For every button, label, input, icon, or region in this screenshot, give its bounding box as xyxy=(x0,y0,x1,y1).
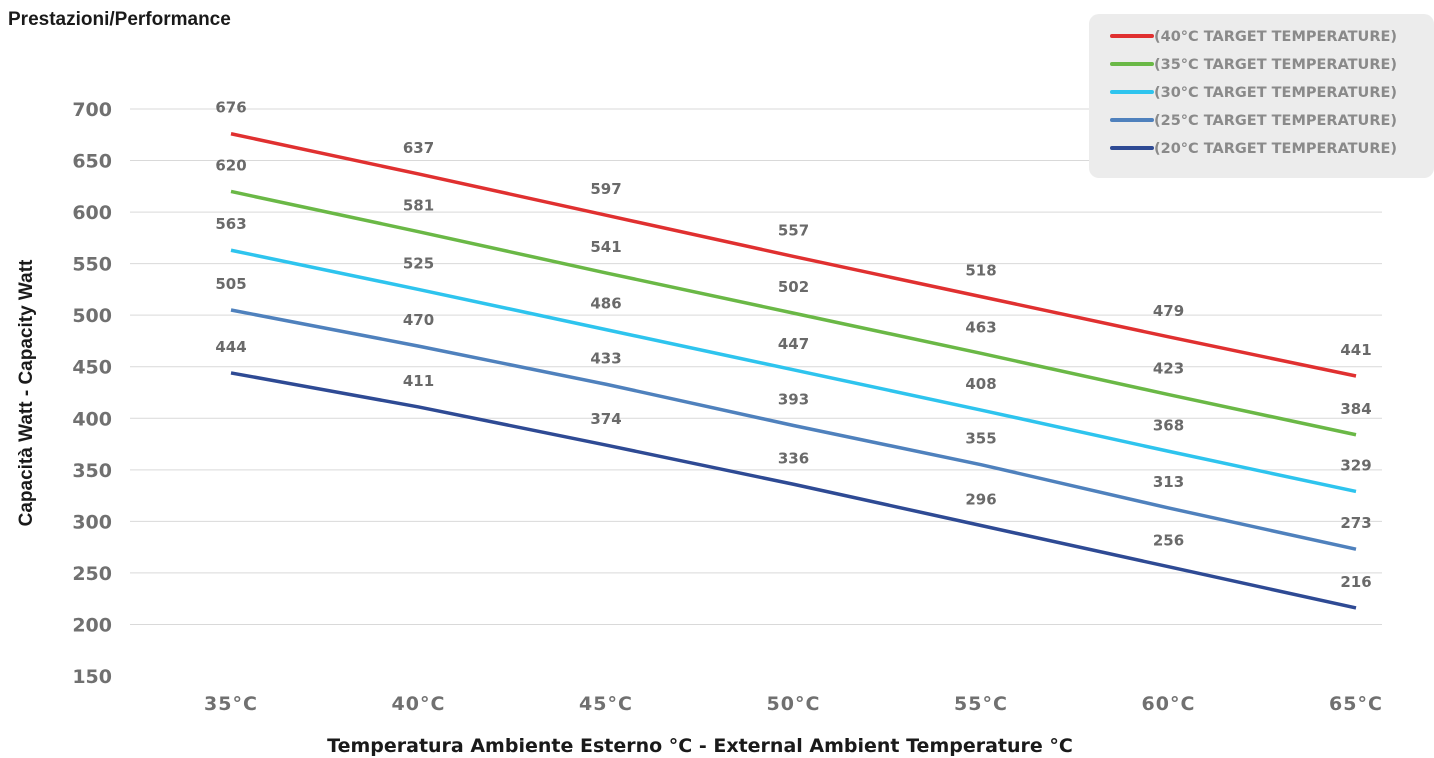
y-tick-label: 150 xyxy=(72,666,112,688)
data-label: 447 xyxy=(778,335,809,353)
y-axis-ticks: 150 200 250 300 350 400 450 500 550 600 650 700 xyxy=(72,99,112,688)
data-label: 368 xyxy=(1153,416,1184,434)
x-tick-label: 65°C xyxy=(1329,693,1383,715)
data-label: 256 xyxy=(1153,532,1184,550)
y-tick-label: 200 xyxy=(72,614,112,636)
data-label: 502 xyxy=(778,278,809,296)
data-label: 620 xyxy=(215,156,246,174)
data-label: 423 xyxy=(1153,360,1184,378)
y-axis-label: Capacità Watt - Capacity Watt xyxy=(16,259,37,526)
y-tick-label: 350 xyxy=(72,460,112,482)
y-tick-label: 650 xyxy=(72,151,112,173)
grid-lines xyxy=(130,108,1382,625)
data-label: 541 xyxy=(590,238,621,256)
data-label: 486 xyxy=(590,295,621,313)
x-tick-label: 45°C xyxy=(579,693,633,715)
data-label: 637 xyxy=(403,139,434,157)
y-tick-label: 550 xyxy=(72,254,112,276)
data-label: 581 xyxy=(403,197,434,215)
data-label: 216 xyxy=(1340,573,1371,591)
x-tick-label: 60°C xyxy=(1142,693,1196,715)
data-label: 470 xyxy=(403,311,434,329)
y-tick-label: 300 xyxy=(72,511,112,533)
data-label: 408 xyxy=(965,375,996,393)
y-tick-label: 600 xyxy=(72,202,112,224)
chart-title: Prestazioni/Performance xyxy=(8,9,231,30)
x-tick-label: 50°C xyxy=(767,693,821,715)
data-labels: 676 637 597 557 518 479 441 620 581 541 502 463 423 3… xyxy=(215,99,1371,591)
data-label: 676 xyxy=(215,99,246,117)
legend-box xyxy=(1089,14,1434,178)
data-label: 336 xyxy=(778,449,809,467)
y-tick-label: 250 xyxy=(72,563,112,585)
data-label: 411 xyxy=(403,372,434,390)
legend-entry: (40°C TARGET TEMPERATURE) xyxy=(1154,29,1397,45)
data-label: 393 xyxy=(778,390,809,408)
data-label: 329 xyxy=(1340,456,1371,474)
y-tick-label: 500 xyxy=(72,305,112,327)
data-label: 433 xyxy=(590,349,621,367)
y-tick-label: 400 xyxy=(72,408,112,430)
legend: (40°C TARGET TEMPERATURE) (35°C TARGET TE… xyxy=(1089,14,1434,178)
legend-entry: (25°C TARGET TEMPERATURE) xyxy=(1154,113,1397,129)
legend-entry: (20°C TARGET TEMPERATURE) xyxy=(1154,141,1397,157)
data-label: 597 xyxy=(590,180,621,198)
data-label: 384 xyxy=(1340,400,1371,418)
data-label: 273 xyxy=(1340,514,1371,532)
y-tick-label: 700 xyxy=(72,99,112,121)
y-tick-label: 450 xyxy=(72,357,112,379)
data-label: 518 xyxy=(965,262,996,280)
series-line xyxy=(230,308,1357,551)
data-label: 479 xyxy=(1153,302,1184,320)
data-label: 444 xyxy=(215,338,246,356)
x-tick-label: 35°C xyxy=(204,693,258,715)
x-axis-ticks: 35°C 40°C 45°C 50°C 55°C 60°C 65°C xyxy=(204,693,1383,715)
series-line xyxy=(230,248,1357,494)
legend-entry: (35°C TARGET TEMPERATURE) xyxy=(1154,57,1397,73)
data-label: 374 xyxy=(590,410,621,428)
legend-entry: (30°C TARGET TEMPERATURE) xyxy=(1154,85,1397,101)
series-line xyxy=(230,189,1357,437)
data-label: 313 xyxy=(1153,473,1184,491)
data-label: 441 xyxy=(1340,341,1371,359)
data-label: 505 xyxy=(215,275,246,293)
series-lines xyxy=(230,132,1357,610)
data-label: 525 xyxy=(403,254,434,272)
x-tick-label: 55°C xyxy=(954,693,1008,715)
x-tick-label: 40°C xyxy=(392,693,446,715)
series-line xyxy=(230,371,1357,610)
data-label: 463 xyxy=(965,318,996,336)
x-axis-label: Temperatura Ambiente Esterno °C - Extern… xyxy=(327,735,1073,757)
data-label: 563 xyxy=(215,215,246,233)
data-label: 296 xyxy=(965,490,996,508)
data-label: 557 xyxy=(778,221,809,239)
series-line xyxy=(230,132,1357,378)
data-label: 355 xyxy=(965,430,996,448)
